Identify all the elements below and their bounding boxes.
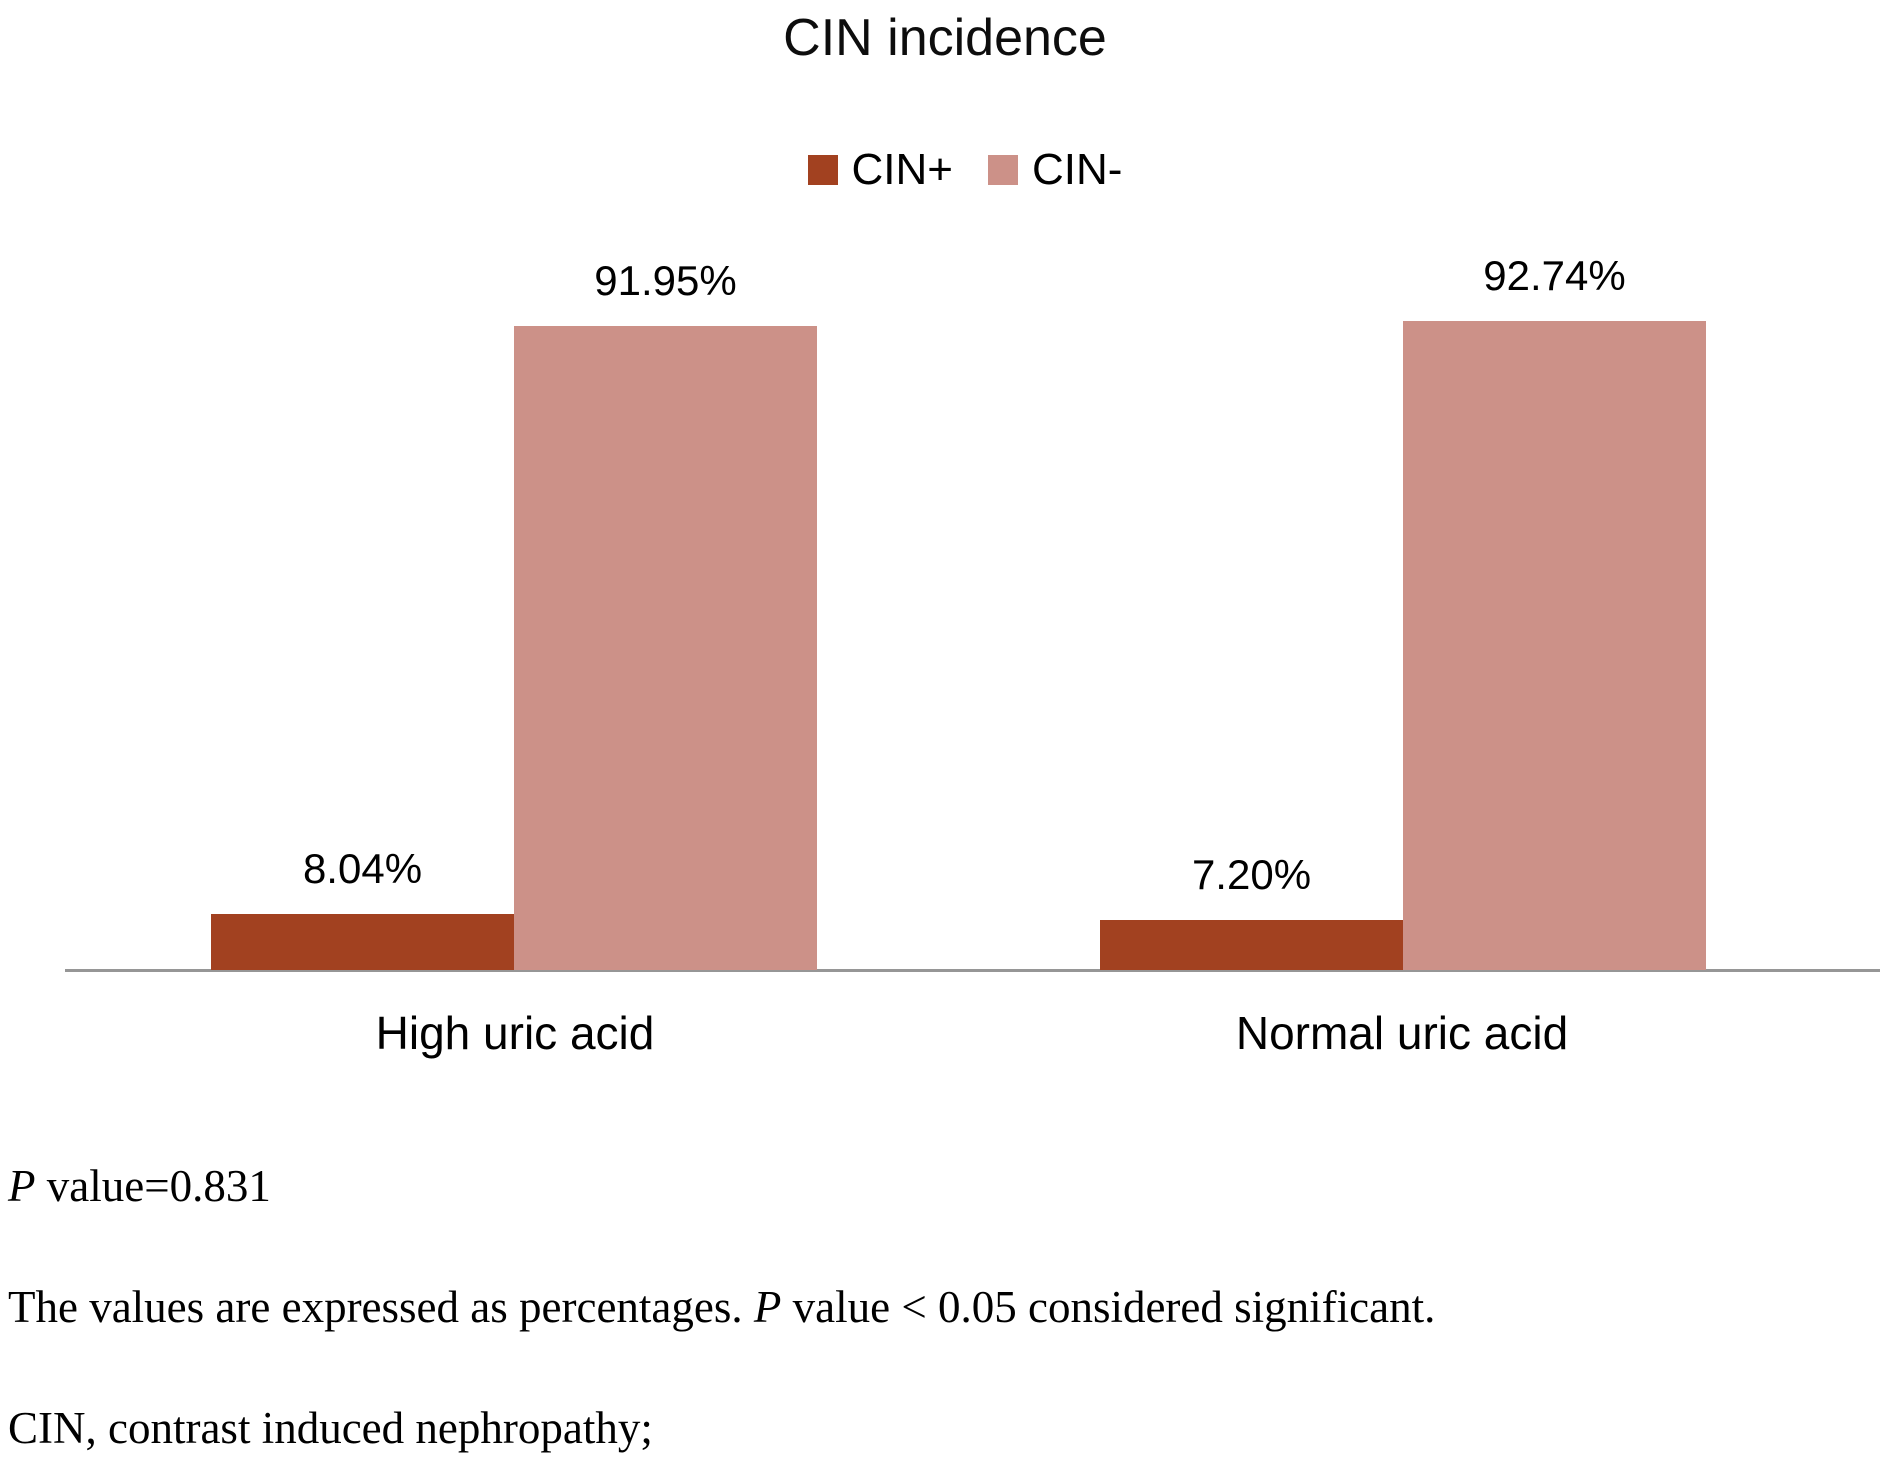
legend-swatch-cin-minus: [988, 155, 1019, 185]
legend-label-cin-plus: CIN+: [851, 145, 954, 194]
bar-cinminus-normal-uric-acid: [1403, 321, 1706, 970]
value-label-cinminus-high-uric-acid: 91.95%: [594, 257, 737, 304]
bar-cinminus-high-uric-acid: [514, 326, 817, 970]
chart-title: CIN incidence: [783, 9, 1107, 67]
note-p-value: P value=0.831: [8, 1161, 271, 1211]
value-label-cinminus-normal-uric-acid: 92.74%: [1483, 252, 1626, 299]
bar-cinplus-high-uric-acid: [211, 914, 514, 970]
legend-label-cin-minus: CIN-: [1032, 145, 1123, 194]
legend-item-cin-plus: CIN+: [807, 145, 954, 194]
legend-swatch-cin-plus: [807, 155, 838, 185]
category-label-normal-uric-acid: Normal uric acid: [1235, 1007, 1569, 1059]
note-abbreviation: CIN, contrast induced nephropathy;: [8, 1403, 653, 1453]
category-label-high-uric-acid: High uric acid: [375, 1007, 655, 1059]
x-axis-line: [65, 969, 1880, 972]
note-significance: The values are expressed as percentages.…: [8, 1282, 1436, 1332]
value-label-cinplus-normal-uric-acid: 7.20%: [1191, 851, 1312, 898]
bar-cinplus-normal-uric-acid: [1100, 920, 1403, 970]
value-label-cinplus-high-uric-acid: 8.04%: [302, 845, 423, 892]
chart-legend: CIN+ CIN-: [0, 148, 1890, 192]
legend-item-cin-minus: CIN-: [988, 148, 1122, 192]
